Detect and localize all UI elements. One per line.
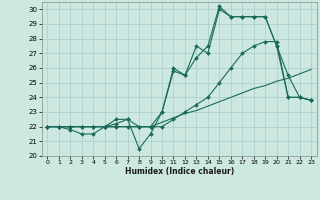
X-axis label: Humidex (Indice chaleur): Humidex (Indice chaleur) [124, 167, 234, 176]
